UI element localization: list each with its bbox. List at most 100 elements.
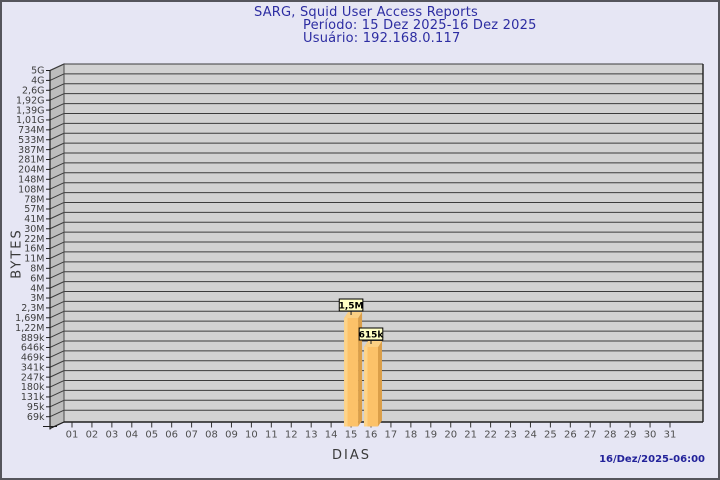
wall-gridline: [49, 63, 65, 71]
x-tick-label: 05: [145, 430, 158, 441]
wall-gridline: [49, 399, 65, 408]
x-tick-label: 22: [484, 430, 497, 441]
x-tick-label: 28: [604, 430, 617, 441]
y-tick-label: 131k: [21, 392, 45, 403]
wall-gridline: [49, 122, 65, 131]
y-tick-label: 4G: [31, 76, 44, 87]
x-tick-label: 06: [165, 430, 178, 441]
wall-gridline: [49, 330, 65, 339]
y-tick-label: 2,3M: [21, 303, 44, 314]
y-tick-label: 16M: [24, 244, 44, 255]
x-tick-label: 19: [424, 430, 437, 441]
wall-gridline: [49, 261, 65, 269]
y-tick-label: 1,69M: [15, 313, 44, 324]
wall-gridline: [49, 142, 65, 151]
x-tick-label: 29: [624, 430, 637, 441]
y-tick-label: 646k: [21, 343, 45, 354]
x-tick-label: 04: [125, 430, 138, 441]
wall-gridline: [49, 241, 65, 249]
wall-gridline: [49, 370, 65, 378]
y-tick-label: 57M: [24, 204, 44, 215]
wall-gridline: [49, 192, 65, 200]
wall-gridline: [49, 103, 65, 111]
x-tick-label: 02: [86, 430, 99, 441]
x-tick-label: 07: [185, 430, 198, 441]
x-tick-label: 25: [544, 430, 557, 441]
bar-value-callout: [338, 298, 364, 312]
x-tick-label: 24: [524, 430, 537, 441]
y-tick-label: 108M: [18, 184, 44, 195]
y-tick-label: 281M: [18, 155, 44, 166]
wall-gridline: [49, 73, 65, 81]
x-tick-label: 03: [105, 430, 118, 441]
x-tick-label: 16: [365, 430, 378, 441]
y-tick-label: 2,6G: [22, 85, 44, 96]
wall-gridline: [49, 360, 65, 368]
y-tick-label: 78M: [24, 194, 44, 205]
wall-gridline: [49, 409, 65, 418]
y-tick-label: 30M: [24, 224, 44, 235]
x-tick-label: 17: [385, 430, 398, 441]
wall-gridline: [49, 281, 65, 289]
x-tick-label: 26: [564, 430, 577, 441]
wall-gridline: [49, 380, 65, 388]
plot-area: [64, 64, 703, 422]
x-tick-label: 09: [225, 430, 238, 441]
y-tick-label: 3M: [30, 293, 44, 304]
report-timestamp: 16/Dez/2025-06:00: [599, 454, 705, 465]
y-tick-label: 180k: [21, 382, 45, 393]
x-tick-label: 15: [345, 430, 358, 441]
x-tick-label: 11: [265, 430, 278, 441]
bar-side-face: [377, 341, 382, 427]
y-tick-label: 1,22M: [15, 323, 44, 334]
wall-gridline: [49, 340, 65, 348]
y-tick-label: 341k: [21, 362, 45, 373]
x-tick-label: 08: [205, 430, 218, 441]
bar-value-callout: [358, 327, 384, 341]
bar-value-label: 1,5M: [339, 302, 364, 312]
y-tick-label: 1,01G: [16, 115, 45, 126]
y-tick-label: 69k: [27, 412, 45, 423]
wall-gridline: [49, 389, 65, 398]
bar-top-face: [344, 312, 363, 318]
wall-gridline: [49, 320, 65, 329]
bar-side-face: [358, 312, 363, 427]
x-tick-label: 21: [464, 430, 477, 441]
wall-gridline: [49, 231, 65, 240]
wall-gridline: [49, 93, 65, 101]
bar-highlight: [363, 347, 368, 427]
y-tick-label: 469k: [21, 353, 45, 364]
x-tick-label: 30: [644, 430, 657, 441]
y-tick-label: 4M: [30, 283, 44, 294]
x-tick-label: 12: [285, 430, 298, 441]
y-tick-label: 734M: [18, 125, 44, 136]
wall-gridline: [49, 162, 65, 170]
y-tick-label: 1,39G: [16, 105, 45, 116]
y-tick-label: 247k: [21, 372, 45, 383]
wall-gridline: [49, 350, 65, 358]
y-tick-label: 148M: [18, 175, 44, 186]
y-tick-label: 11M: [24, 254, 44, 265]
wall-gridline: [49, 83, 65, 91]
y-tick-label: 889k: [21, 333, 45, 344]
wall-gridline: [49, 310, 65, 319]
floor-edge: [49, 421, 65, 429]
wall-gridline: [49, 251, 65, 259]
x-tick-label: 14: [325, 430, 338, 441]
wall-gridline: [49, 152, 65, 160]
y-tick-label: 8M: [30, 264, 44, 275]
wall-gridline: [49, 113, 65, 121]
x-tick-label: 20: [444, 430, 457, 441]
x-tick-label: 10: [245, 430, 258, 441]
y-tick-label: 41M: [24, 214, 44, 225]
y-tick-label: 387M: [18, 145, 44, 156]
wall-gridline: [49, 291, 65, 299]
bar-highlight: [344, 318, 348, 427]
y-tick-label: 1,92G: [16, 95, 45, 106]
y-tick-label: 6M: [30, 273, 44, 284]
wall-gridline: [49, 271, 65, 279]
x-tick-label: 27: [584, 430, 597, 441]
wall-gridline: [49, 132, 65, 141]
